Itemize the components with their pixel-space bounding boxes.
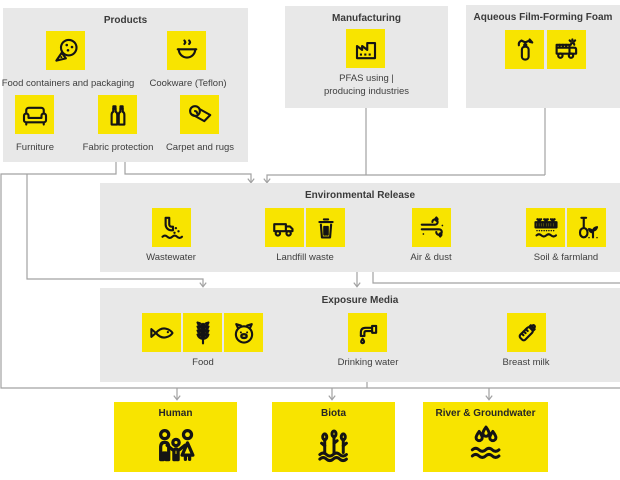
item-label: Air & dust: [410, 252, 452, 263]
arrow-down-icon: [263, 178, 271, 184]
products-box: Products Food containers and packaging C…: [1, 8, 248, 162]
faucet-icon: [359, 324, 377, 344]
carpet-roll-icon: [188, 104, 211, 122]
manufacturing-box: Manufacturing PFAS using | producing ind…: [285, 6, 448, 108]
family-icon: [158, 428, 194, 462]
item-label: Wastewater: [146, 252, 196, 263]
arrow-down-icon: [173, 395, 181, 401]
endpoint-title: Human: [158, 408, 193, 419]
cookware-bowl-icon: [176, 38, 197, 58]
caption-line: producing industries: [323, 86, 410, 97]
shovel-plant-icon: [578, 216, 598, 238]
environmental-release-box: Environmental Release Wastewater: [100, 183, 620, 272]
tile-fabric-protection: [98, 95, 137, 134]
water-plants-icon: [317, 429, 348, 463]
tile-dump-truck: [265, 208, 304, 247]
manufacturing-caption: PFAS using | producing industries: [285, 72, 448, 98]
arrow-down-icon: [353, 282, 361, 288]
tile-soil: [526, 208, 565, 247]
endpoint-title: River & Groundwater: [435, 408, 536, 419]
wastewater-pipe-icon: [160, 216, 183, 239]
endpoint-icon-wrap: [272, 422, 395, 464]
fish-icon: [149, 326, 174, 339]
sofa-icon: [22, 106, 47, 126]
tile-fish: [142, 313, 181, 352]
tile-food-packaging: [46, 31, 85, 70]
tile-furniture: [15, 95, 54, 134]
item-label: Furniture: [15, 142, 54, 153]
tile-firetruck: [547, 30, 586, 69]
item-label: Landfill waste: [276, 252, 334, 263]
caption-line: PFAS using |: [339, 73, 394, 84]
endpoint-human: Human: [114, 402, 237, 472]
tile-wheat: [183, 313, 222, 352]
endpoint-title: Biota: [321, 408, 346, 419]
tile-trash-bin: [306, 208, 345, 247]
tile-factory: [346, 29, 385, 68]
baby-bottle-icon: [518, 323, 536, 341]
item-label: Breast milk: [502, 357, 550, 368]
pig-icon: [234, 322, 253, 344]
pizza-icon: [54, 38, 78, 62]
factory-icon: [355, 41, 376, 59]
item-label: Soil & farmland: [533, 252, 599, 263]
fire-truck-icon: [555, 37, 577, 59]
arrow-down-icon: [485, 395, 493, 401]
endpoint-river-groundwater: River & Groundwater: [423, 402, 548, 472]
exposure-media-box: Exposure Media: [100, 288, 620, 382]
item-label: Fabric protection: [82, 142, 154, 153]
soil-field-icon: [533, 217, 558, 238]
box-title: Exposure Media: [321, 295, 399, 306]
endpoint-icon-wrap: [423, 422, 548, 464]
tile-wind: [412, 208, 451, 247]
fire-extinguisher-icon: [517, 37, 533, 61]
tile-shovel: [567, 208, 606, 247]
box-title: Manufacturing: [332, 13, 401, 24]
box-title: Environmental Release: [304, 190, 416, 201]
trash-bin-icon: [317, 217, 334, 238]
afff-box: Aqueous Film-Forming Foam: [466, 5, 620, 108]
tile-pig: [224, 313, 263, 352]
box-title: Products: [103, 15, 148, 26]
item-label: Carpet and rugs: [165, 142, 235, 153]
tile-wastewater: [152, 208, 191, 247]
tile-carpet: [180, 95, 219, 134]
tile-baby-bottle: [507, 313, 546, 352]
box-title: Aqueous Film-Forming Foam: [473, 12, 613, 23]
spray-bottles-icon: [110, 104, 125, 126]
arrow-down-icon: [328, 395, 336, 401]
arrow-down-icon: [199, 282, 207, 288]
item-label: Drinking water: [337, 357, 399, 368]
water-drops-icon: [470, 425, 500, 459]
tile-extinguisher: [505, 30, 544, 69]
arrow-down-icon: [247, 178, 255, 184]
wheat-icon: [195, 320, 210, 344]
endpoint-biota: Biota: [272, 402, 395, 472]
item-label: Food containers and packaging: [1, 78, 135, 89]
item-label: Cookware (Teflon): [149, 78, 227, 89]
tile-cookware: [167, 31, 206, 70]
dump-truck-icon: [272, 222, 294, 237]
endpoint-icon-wrap: [114, 422, 237, 468]
wind-dust-icon: [420, 215, 443, 238]
tile-faucet: [348, 313, 387, 352]
item-label: Food: [192, 357, 214, 368]
